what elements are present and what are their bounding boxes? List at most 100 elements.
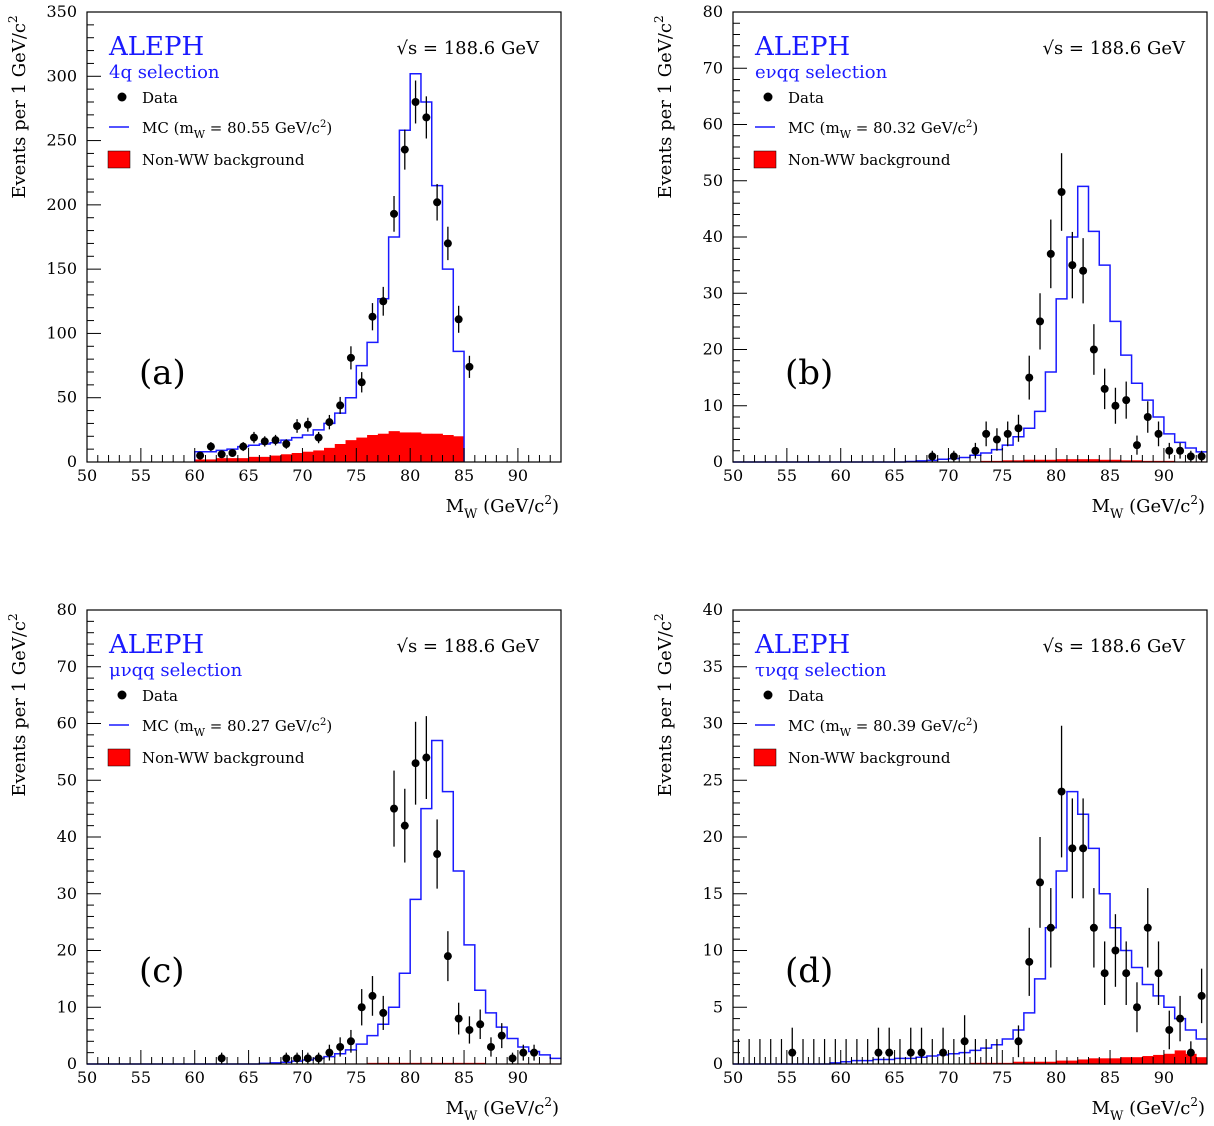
bkg-bar <box>356 437 368 462</box>
bkg-bar <box>1077 459 1089 462</box>
bkg-bar <box>1013 460 1025 462</box>
data-point <box>282 440 291 448</box>
data-point <box>1100 969 1109 978</box>
y-tick-label: 0 <box>67 1054 77 1073</box>
data-point <box>1014 424 1023 433</box>
energy-label: √s = 188.6 GeV <box>396 636 540 657</box>
y-tick-label: 10 <box>703 396 723 415</box>
data-point <box>228 449 237 457</box>
data-point <box>874 1048 883 1057</box>
x-tick-label: 80 <box>400 466 420 485</box>
data-point <box>1154 969 1163 978</box>
legend-mc-label: MC (mW = 80.32 GeV/c2) <box>788 119 978 141</box>
legend-data-marker <box>763 690 773 700</box>
bkg-bar <box>1002 460 1014 462</box>
bkg-bar <box>1066 1060 1079 1064</box>
data-point <box>1046 923 1055 932</box>
bkg-bar <box>1099 459 1111 462</box>
bkg-bar <box>1045 1061 1057 1064</box>
data-point <box>1143 413 1152 421</box>
x-tick-label: 70 <box>292 1068 312 1087</box>
y-tick-label: 15 <box>703 884 723 903</box>
data-point <box>336 401 345 410</box>
data-point <box>1036 878 1045 887</box>
bkg-bar <box>1077 1059 1089 1064</box>
panel-c: 50 55 60 65 70 75 80 85 90 0 10 20 30 40 50 60 70 80 MW (G… <box>6 600 562 1124</box>
data-point <box>346 1037 355 1046</box>
bkg-bar <box>1088 459 1100 462</box>
data-point <box>928 452 937 461</box>
data-point <box>443 239 452 248</box>
bkg-bar <box>248 456 260 462</box>
legend-data-label: Data <box>142 687 178 705</box>
x-tick-label: 75 <box>346 466 366 485</box>
x-axis-label: MW (GeV/c2) <box>446 1095 559 1124</box>
bkg-bar <box>1110 459 1122 462</box>
data-point <box>1176 1014 1185 1023</box>
bkg-bar <box>1066 459 1079 462</box>
y-tick-label: 30 <box>703 283 723 302</box>
data-point <box>960 1037 969 1046</box>
bkg-bar <box>420 433 433 462</box>
legend-bkg-label: Non-WW background <box>142 749 305 767</box>
bkg-bar <box>453 436 465 462</box>
data-point <box>1079 844 1088 853</box>
bkg-bar <box>388 431 400 462</box>
x-tick-label: 65 <box>884 1068 904 1087</box>
x-tick-label: 60 <box>831 466 851 485</box>
y-tick-label: 200 <box>46 195 77 214</box>
data-point <box>1089 345 1098 354</box>
data-point <box>1089 923 1098 932</box>
bkg-bar <box>291 453 303 462</box>
data-point <box>1165 446 1174 455</box>
bkg-bar <box>1045 459 1057 462</box>
legend-data-label: Data <box>142 89 178 107</box>
x-tick-label: 55 <box>131 466 151 485</box>
data-point <box>217 450 226 459</box>
bkg-bar <box>1153 1054 1165 1064</box>
y-tick-label: 50 <box>57 770 77 789</box>
x-tick-label: 70 <box>938 466 958 485</box>
x-tick-label: 80 <box>400 1068 420 1087</box>
y-tick-label: 10 <box>57 997 77 1016</box>
x-tick-label: 70 <box>292 466 312 485</box>
x-axis-label: MW (GeV/c2) <box>446 493 559 522</box>
data-point <box>1186 452 1195 461</box>
bkg-bar <box>1120 460 1132 462</box>
experiment-title: ALEPH <box>108 630 204 660</box>
data-point <box>1025 957 1034 966</box>
bkg-bar <box>377 433 390 462</box>
y-tick-label: 350 <box>46 2 77 21</box>
mc-histogram <box>87 739 561 1065</box>
data-point <box>433 198 442 207</box>
bkg-bar <box>345 440 357 462</box>
data-point <box>454 1014 463 1023</box>
x-axis-label: MW (GeV/c2) <box>1092 493 1205 522</box>
data-point <box>992 435 1001 444</box>
x-tick-label: 75 <box>346 1068 366 1087</box>
bkg-bar <box>237 458 249 462</box>
y-tick-label: 50 <box>703 171 723 190</box>
data-point <box>303 420 312 429</box>
legend-bkg-swatch <box>753 748 777 767</box>
data-point <box>465 1025 474 1034</box>
data-point <box>1154 429 1163 438</box>
bkg-bar <box>1174 1050 1186 1064</box>
x-tick-label: 50 <box>77 466 97 485</box>
data-point <box>1046 249 1055 258</box>
data-point <box>390 209 399 218</box>
data-point <box>249 433 258 442</box>
data-point <box>497 1031 506 1040</box>
y-tick-label: 20 <box>703 827 723 846</box>
bkg-bar <box>227 458 239 462</box>
data-point <box>433 850 442 859</box>
data-point <box>1036 317 1045 326</box>
energy-label: √s = 188.6 GeV <box>1042 636 1186 657</box>
x-tick-label: 65 <box>238 466 258 485</box>
data-point <box>1100 384 1109 393</box>
x-tick-label: 85 <box>1100 466 1120 485</box>
panel-a: 50 55 60 65 70 75 80 85 90050100150200250300350M… <box>6 2 562 522</box>
data-point <box>885 1048 894 1057</box>
y-tick-label: 20 <box>703 340 723 359</box>
